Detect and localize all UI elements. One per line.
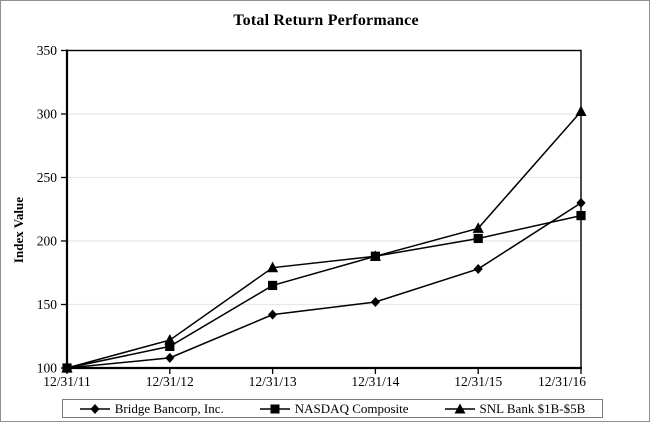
x-tick-label: 12/31/11 xyxy=(43,374,91,389)
square-marker xyxy=(576,211,586,221)
square-marker xyxy=(62,363,72,373)
square-marker xyxy=(268,280,278,291)
y-tick-label: 150 xyxy=(37,297,58,312)
x-tick-label: 12/31/13 xyxy=(249,374,297,389)
triangle-marker xyxy=(575,105,587,117)
series-line xyxy=(66,214,582,369)
x-tick-label: 12/31/15 xyxy=(454,374,502,389)
y-tick-label: 350 xyxy=(37,43,58,58)
series-line xyxy=(66,110,582,369)
diamond-marker xyxy=(473,263,483,274)
square-marker xyxy=(370,251,380,261)
diamond-marker xyxy=(576,197,586,208)
legend-entry-snl-bank: SNL Bank $1B-$5B xyxy=(444,400,586,417)
diamond-marker-icon xyxy=(79,403,110,414)
legend-label: SNL Bank $1B-$5B xyxy=(479,400,586,416)
diamond-marker xyxy=(268,309,278,320)
triangle-marker xyxy=(267,261,279,273)
y-tick-label: 300 xyxy=(37,107,58,122)
x-tick-label: 12/31/16 xyxy=(538,374,586,389)
diamond-marker xyxy=(165,352,175,363)
legend: Bridge Bancorp, Inc. NASDAQ Composite SN… xyxy=(62,399,603,418)
series-line xyxy=(66,202,582,369)
square-marker-icon xyxy=(259,404,290,413)
square-marker xyxy=(473,233,483,244)
diamond-marker xyxy=(370,296,380,307)
y-tick-label: 200 xyxy=(37,234,58,249)
triangle-marker xyxy=(472,222,484,233)
chart-title: Total Return Performance xyxy=(233,12,419,29)
x-tick-label: 12/31/12 xyxy=(146,374,194,389)
triangle-marker-icon xyxy=(444,403,475,413)
legend-entry-nasdaq-composite: NASDAQ Composite xyxy=(259,400,409,417)
y-tick-label: 250 xyxy=(37,170,58,185)
plot-border xyxy=(66,49,582,369)
x-tick-label: 12/31/14 xyxy=(351,374,399,389)
square-marker xyxy=(165,341,175,352)
legend-label: NASDAQ Composite xyxy=(294,400,409,416)
legend-entry-bridge-bancorp: Bridge Bancorp, Inc. xyxy=(79,400,224,417)
legend-label: Bridge Bancorp, Inc. xyxy=(114,400,224,416)
y-tick-label: 100 xyxy=(37,361,58,376)
